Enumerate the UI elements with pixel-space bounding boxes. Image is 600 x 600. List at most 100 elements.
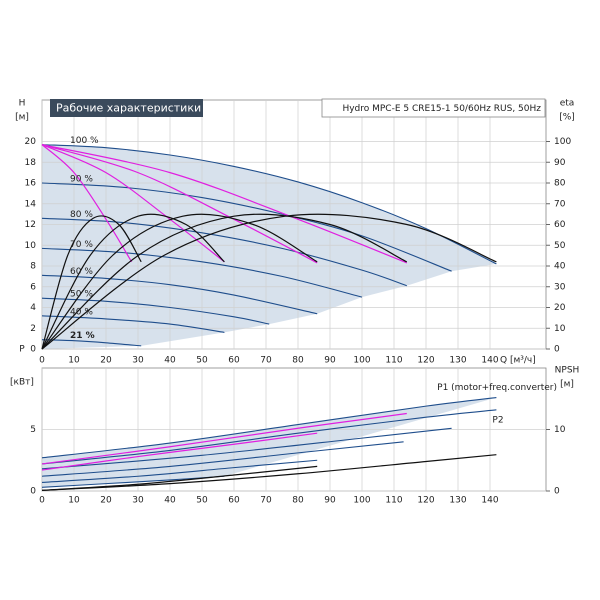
curve (41, 396, 497, 459)
curve (41, 441, 404, 477)
curve (41, 182, 452, 272)
x-tick-label: 120 (417, 496, 434, 506)
y2-tick-label: 100 (554, 137, 571, 147)
curve (41, 315, 225, 333)
model-box (321, 98, 546, 118)
y2-tick-label: 60 (554, 220, 566, 230)
curve (41, 215, 142, 350)
curve (41, 144, 497, 265)
curve-label: 21 % (70, 331, 95, 341)
y-tick-label: 0 (30, 487, 36, 497)
x-tick-label: 100 (353, 356, 370, 366)
curve (41, 459, 318, 483)
x-label: Q [м³/ч] (500, 356, 536, 366)
y-tick-label: 8 (30, 262, 36, 272)
curve (41, 213, 225, 350)
y-tick-label: 4 (30, 303, 36, 313)
y-tick-label: 20 (25, 137, 37, 147)
curve-label: 80 % (70, 210, 93, 220)
curve (41, 213, 408, 350)
y-label: H (19, 99, 26, 109)
x-tick-label: 130 (449, 496, 466, 506)
x-tick-label: 40 (164, 496, 176, 506)
y2-tick-label: 0 (554, 345, 560, 355)
x-tick-label: 130 (449, 356, 466, 366)
y2-tick-label: 10 (554, 425, 566, 435)
x-tick-label: 0 (39, 356, 45, 366)
y2-label: eta (560, 99, 575, 109)
x-tick-label: 80 (292, 496, 304, 506)
y-tick-label: 10 (25, 241, 37, 251)
curve-label: 50 % (70, 290, 93, 300)
y-tick-label: 6 (30, 282, 36, 292)
title-box (50, 99, 203, 117)
curve-label: 40 % (70, 307, 93, 317)
y-tick-label: 18 (25, 158, 37, 168)
x-tick-label: 30 (132, 356, 144, 366)
curve (41, 432, 318, 471)
curve-label: 70 % (70, 240, 93, 250)
curve (41, 297, 270, 325)
x-tick-label: 10 (68, 496, 80, 506)
y2-tick-label: 80 (554, 179, 566, 189)
curve (41, 144, 318, 264)
curve (41, 247, 363, 298)
x-tick-label: 90 (324, 356, 336, 366)
y-tick-label: 16 (25, 179, 37, 189)
curve-label: 60 % (70, 267, 93, 277)
y-tick-label: 2 (30, 324, 36, 334)
curve (41, 144, 408, 264)
envelope (42, 144, 497, 349)
curve (41, 213, 318, 350)
x-tick-label: 20 (100, 356, 112, 366)
x-tick-label: 70 (260, 496, 272, 506)
y2-tick-label: 30 (554, 282, 566, 292)
x-tick-label: 120 (417, 356, 434, 366)
y2-tick-label: 20 (554, 303, 566, 313)
y-tick-label: 14 (25, 199, 37, 209)
x-tick-label: 10 (68, 356, 80, 366)
x-tick-label: 100 (353, 496, 370, 506)
x-tick-label: 140 (481, 496, 498, 506)
curve-label: P2 (492, 415, 503, 425)
x-tick-label: 110 (385, 496, 402, 506)
x-tick-label: 50 (196, 496, 208, 506)
curve (41, 274, 318, 315)
y2-tick-label: 90 (554, 158, 566, 168)
title: Рабочие характеристики (56, 102, 201, 115)
y-label: P (19, 345, 25, 355)
y2-tick-label: 0 (554, 487, 560, 497)
y2-tick-label: 70 (554, 199, 566, 209)
curve (41, 144, 225, 263)
y-tick-label: 5 (30, 425, 36, 435)
x-tick-label: 70 (260, 356, 272, 366)
x-tick-label: 50 (196, 356, 208, 366)
y-unit: [кВт] (10, 378, 34, 388)
model: Hydro MPC-E 5 CRE15-1 50/60Hz RUS, 50Hz (342, 104, 541, 114)
y2-unit: [м] (560, 380, 574, 390)
envelope (42, 397, 497, 488)
x-tick-label: 60 (228, 496, 240, 506)
x-tick-label: 20 (100, 496, 112, 506)
curve-label: 90 % (70, 175, 93, 185)
y-tick-label: 0 (30, 345, 36, 355)
y2-tick-label: 40 (554, 262, 566, 272)
curve (41, 412, 407, 465)
curve (41, 213, 497, 350)
y2-tick-label: 10 (554, 324, 566, 334)
x-tick-label: 90 (324, 496, 336, 506)
y2-label: NPSH (555, 366, 580, 376)
x-tick-label: 140 (481, 356, 498, 366)
curve (41, 409, 497, 465)
curve-label: P1 (motor+freq.converter) (437, 383, 557, 393)
x-tick-label: 80 (292, 356, 304, 366)
curve (41, 427, 452, 470)
x-tick-label: 60 (228, 356, 240, 366)
curve-label: 100 % (70, 136, 99, 146)
curve (41, 454, 497, 491)
x-tick-label: 110 (385, 356, 402, 366)
y-unit: [м] (15, 113, 29, 123)
y2-unit: [%] (559, 113, 575, 123)
x-tick-label: 0 (39, 496, 45, 506)
